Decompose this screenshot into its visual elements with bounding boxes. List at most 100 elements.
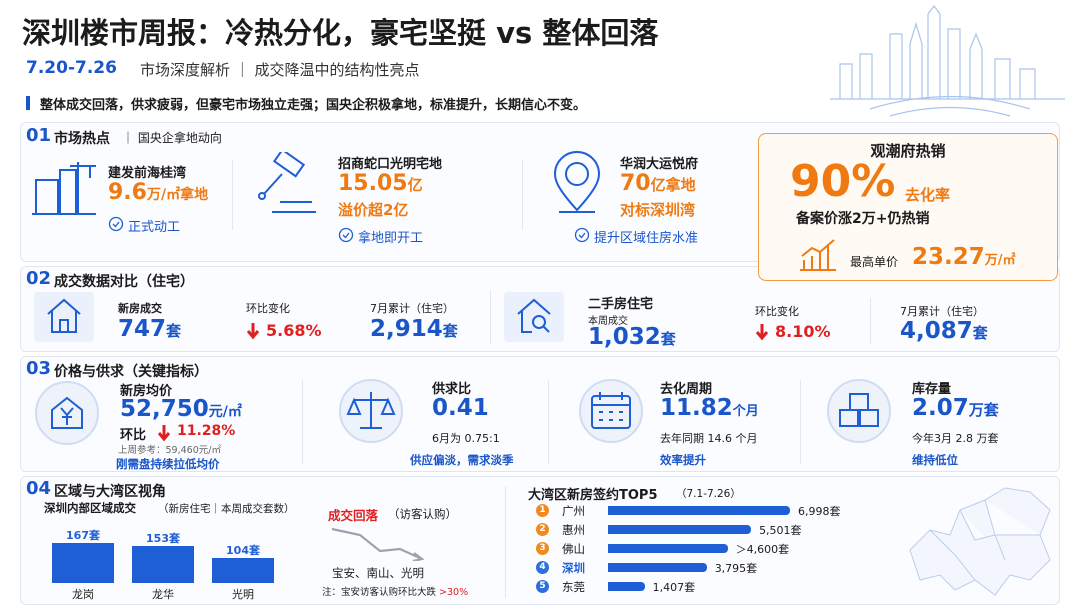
note: 效率提升 [660,453,706,467]
reference: 上周参考：59,460元/㎡ [118,445,221,456]
item-unit: 万/㎡拿地 [146,187,209,203]
divider [800,380,801,464]
section-title: 区域与大湾区视角 [54,484,166,500]
label: 环比变化 [246,302,290,315]
value-label: 6,998套 [798,505,841,518]
bar [608,544,728,553]
item-detail: 对标深圳湾 [620,201,696,219]
divider [522,160,523,230]
bar [132,546,194,583]
trend-title: 成交回落 [328,508,379,523]
value-label: 167套 [66,529,100,542]
change: 8.10% [775,322,831,341]
reference: 今年3月 2.8 万套 [912,432,999,445]
value: 2,914 [370,316,443,342]
price: 23.27 [912,244,985,270]
unit: 套 [442,322,458,340]
note: 维持低位 [912,453,958,467]
divider [232,160,233,230]
date: 7.20-7.26 [26,58,117,78]
value: 0.41 [432,395,489,421]
value-label: 3,795套 [714,562,758,575]
section-title: 成交数据对比（住宅） [54,274,194,290]
icon-location [553,151,601,213]
note: 刚需盘持续拉低均价 [116,457,220,471]
icon-house [47,298,81,333]
divider [548,380,549,464]
value: 52,750 [120,396,209,422]
section-subtitle: ｜ 国央企拿地动向 [122,131,222,145]
category-label: 广州 [562,504,585,518]
bar [212,558,274,583]
label: 环比变化 [755,305,799,318]
label: 二手房住宅 [588,297,654,312]
item-name: 招商蛇口光明宅地 [338,157,443,172]
price-unit: 万/㎡ [984,253,1016,268]
item-name: 华润大运悦府 [620,157,699,172]
label: 7月累计（住宅） [370,302,454,315]
label: 新房均价 [120,384,173,399]
highlight-title: 观潮府热销 [870,142,946,160]
unit: 元/㎡ [208,404,242,420]
chart-title: 深圳内部区域成交 [44,501,136,515]
check [108,216,124,232]
item-note: 提升区域住房水准 [594,231,699,246]
value: 1,032 [588,324,661,350]
category-label: 东莞 [562,580,585,594]
chart-subtitle: （新房住宅｜本周成交套数） [158,503,295,515]
trend-note-value: >30% [439,587,469,598]
highlight-value: 90% [790,156,896,207]
unit: 套 [972,324,988,342]
label: 7月累计（住宅） [900,305,984,318]
change: 5.68% [266,321,322,340]
bar [608,525,752,534]
label: 供求比 [432,382,472,397]
section-number: 03 [26,358,52,379]
bar [608,506,790,515]
item-value: 70 [620,171,651,196]
divider [490,290,491,344]
value: 747 [118,316,167,342]
bar [52,543,114,583]
divider [505,486,506,598]
label: 去化周期 [660,382,713,397]
section-number: 02 [26,268,52,289]
value-label: 104套 [226,544,260,558]
divider [870,298,871,344]
icon-gavel [258,152,316,213]
subtitle: 市场深度解析 ｜ 成交降温中的结构性亮点 [140,61,420,79]
label: 新房成交 [118,302,162,315]
reference: 6月为 0.75:1 [432,432,500,445]
category-label: 龙华 [152,588,174,601]
category-label: 深圳 [562,561,585,575]
value-label: ＞4,600套 [735,543,790,556]
highlight-card [758,133,1058,281]
icon-building [32,162,96,215]
chart-title: 大湾区新房签约TOP5 [528,488,658,503]
value-label: 1,407套 [652,581,696,594]
highlight-label: 去化率 [905,186,951,204]
value: 2.07 [912,395,969,421]
chart-subtitle: （7.1-7.26） [676,488,741,500]
icon-calendar [579,379,643,443]
item-value: 15.05 [338,171,408,196]
unit: 个月 [732,404,759,419]
value-label: 153套 [146,532,180,546]
label: 库存量 [912,382,952,397]
divider [302,380,303,464]
change: 11.28% [177,423,236,439]
section-number: 01 [26,125,52,146]
section-number: 04 [26,478,52,499]
unit: 万套 [968,401,999,419]
skyline [830,5,1065,117]
section-title: 价格与供求（关键指标） [54,364,208,380]
reference: 去年同期 14.6 个月 [660,432,758,445]
category-label: 光明 [232,588,254,601]
label: 环比 [120,428,147,443]
trend-areas: 宝安、南山、光明 [332,566,424,580]
item-detail: 溢价超2亿 [338,201,409,219]
item-value: 9.6 [108,180,147,205]
item-note: 拿地即开工 [358,231,424,246]
arrow-down [246,323,260,340]
highlight-detail: 备案价涨2万+仍热销 [796,211,930,227]
